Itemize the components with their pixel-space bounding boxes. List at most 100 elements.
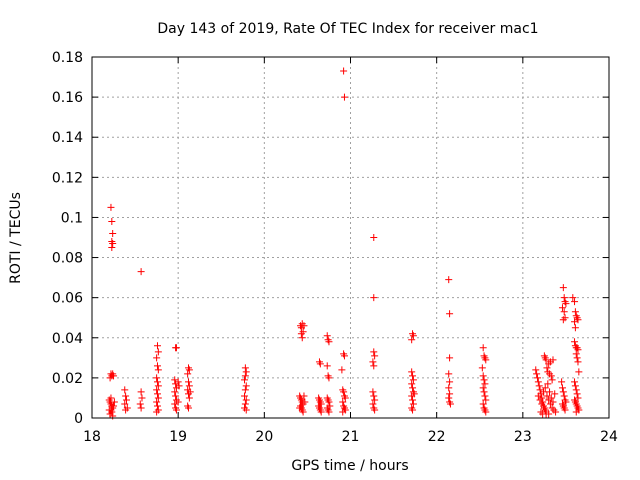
data-point <box>299 408 307 416</box>
data-point <box>549 398 557 406</box>
data-point <box>559 284 567 292</box>
y-tick-label: 0.16 <box>52 90 83 106</box>
data-point <box>339 398 347 406</box>
data-point <box>242 368 250 376</box>
data-point <box>573 354 581 362</box>
x-tick-label: 19 <box>169 429 187 445</box>
data-point <box>482 396 490 404</box>
data-point <box>571 338 579 346</box>
data-point <box>110 372 118 380</box>
data-point <box>548 376 556 384</box>
data-point <box>105 406 113 414</box>
data-point <box>478 364 486 372</box>
x-tick-label: 18 <box>83 429 101 445</box>
data-point <box>571 382 579 390</box>
x-axis-title: GPS time / hours <box>291 458 408 474</box>
y-tick-label: 0.14 <box>52 130 83 146</box>
data-point <box>242 406 250 414</box>
y-axis-title: ROTI / TECUs <box>8 192 24 284</box>
data-point <box>325 408 333 416</box>
data-point <box>185 378 193 386</box>
data-point <box>323 332 331 340</box>
data-point <box>371 406 379 414</box>
y-tick-label: 0.02 <box>52 371 83 387</box>
data-point <box>572 386 580 394</box>
data-point <box>107 394 115 402</box>
data-point <box>571 378 579 386</box>
data-point <box>547 372 555 380</box>
tick-labels: 0 0.02 0.04 0.06 0.08 0.1 0.12 0.14 0.16 0.18 18 19… <box>52 50 618 445</box>
data-point <box>446 310 454 318</box>
data-point <box>571 318 579 326</box>
data-point <box>154 394 162 402</box>
data-point <box>558 384 566 392</box>
data-point <box>110 398 118 406</box>
data-point <box>572 408 580 416</box>
data-point <box>317 408 325 416</box>
data-point <box>153 354 161 362</box>
data-point <box>560 308 568 316</box>
data-point <box>340 67 348 75</box>
data-point <box>153 402 161 410</box>
data-point <box>316 360 324 368</box>
data-point <box>560 294 568 302</box>
data-point <box>371 352 379 360</box>
data-point <box>445 384 453 392</box>
data-point <box>533 374 541 382</box>
data-point <box>479 400 487 408</box>
data-point <box>409 400 417 408</box>
data-point <box>153 362 161 370</box>
data-point <box>241 386 249 394</box>
data-point <box>535 382 543 390</box>
data-point <box>241 372 249 380</box>
data-point <box>480 376 488 384</box>
data-point <box>370 348 378 356</box>
data-point <box>371 396 379 404</box>
data-point <box>369 400 377 408</box>
data-point <box>325 374 333 382</box>
data-point <box>482 356 490 364</box>
data-point <box>185 382 193 390</box>
data-point <box>185 394 193 402</box>
data-point <box>410 390 418 398</box>
data-point <box>549 356 557 364</box>
data-point <box>241 392 249 400</box>
data-point <box>561 406 569 414</box>
data-point <box>559 316 567 324</box>
data-point <box>532 366 540 374</box>
data-point <box>445 394 453 402</box>
data-point <box>558 378 566 386</box>
data-point <box>340 93 348 101</box>
y-tick-label: 0.04 <box>52 331 83 347</box>
data-point <box>569 294 577 302</box>
data-point <box>546 388 554 396</box>
data-point <box>122 406 130 414</box>
x-tick-label: 24 <box>600 429 618 445</box>
data-point <box>153 390 161 398</box>
data-point <box>571 324 579 332</box>
y-tick-label: 0.06 <box>52 291 83 307</box>
x-tick-label: 23 <box>514 429 532 445</box>
x-tick-label: 22 <box>428 429 446 445</box>
data-point <box>575 368 583 376</box>
x-tick-label: 20 <box>255 429 273 445</box>
data-point <box>534 392 542 400</box>
data-point <box>369 388 377 396</box>
data-point <box>338 366 346 374</box>
data-point <box>370 294 378 302</box>
grid-lines <box>92 57 609 418</box>
data-point <box>559 388 567 396</box>
data-point <box>409 372 417 380</box>
data-point <box>562 398 570 406</box>
data-point <box>175 382 183 390</box>
data-point <box>107 203 115 211</box>
data-point <box>172 344 180 352</box>
data-point <box>551 390 559 398</box>
data-point <box>445 370 453 378</box>
data-point <box>446 390 454 398</box>
data-point <box>538 400 546 408</box>
data-point <box>571 308 579 316</box>
data-point <box>573 390 581 398</box>
data-point <box>171 388 179 396</box>
data-point <box>369 358 377 366</box>
